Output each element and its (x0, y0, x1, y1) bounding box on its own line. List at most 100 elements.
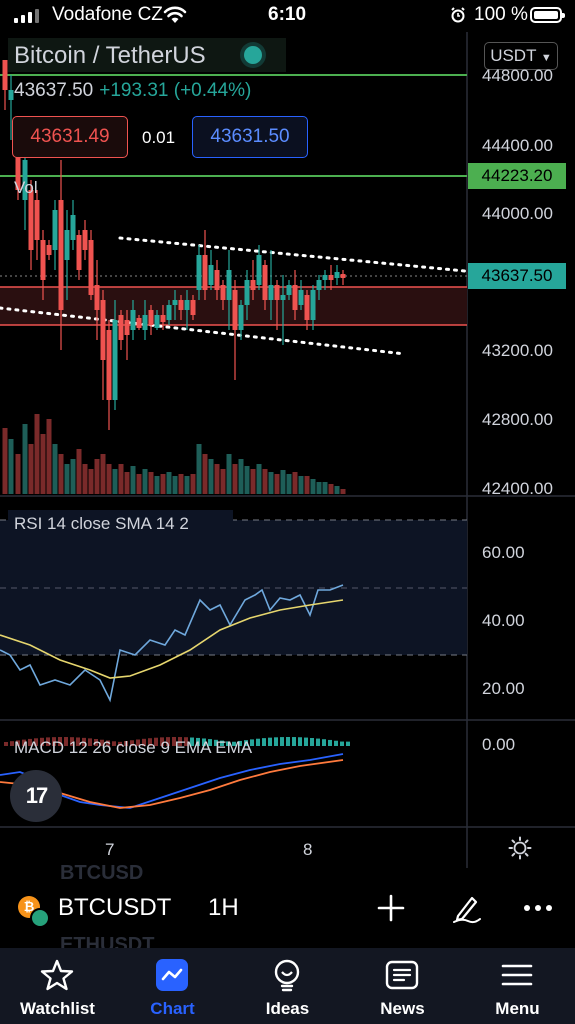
tab-label: Ideas (265, 999, 310, 1018)
candle-body (268, 285, 274, 300)
volume-bar (196, 444, 202, 494)
ghost-symbol-above: BTCUSD (60, 862, 144, 884)
tradingview-logo-icon[interactable]: 17 (10, 770, 62, 822)
candle-body (286, 285, 292, 295)
macd-histogram-bar (340, 741, 344, 746)
candle-body (250, 280, 256, 290)
price-axis-label: 43200.00 (482, 341, 553, 360)
candle-body (28, 190, 34, 250)
chevron-down-icon: ▼ (540, 52, 552, 64)
rsi-axis-label: 40.00 (482, 611, 525, 630)
volume-bar (28, 444, 34, 494)
volume-bar (64, 464, 70, 494)
macd-histogram-bar (94, 739, 98, 746)
macd-histogram-bar (196, 737, 200, 746)
rsi-line (0, 584, 344, 703)
battery-percent: 100 % (474, 4, 528, 25)
price-chart[interactable] (0, 32, 575, 868)
more-icon[interactable] (522, 892, 554, 924)
alert-price-tag[interactable]: 44223.20 (468, 163, 566, 189)
candle-body (328, 275, 334, 280)
macd-label[interactable]: MACD 12 26 close 9 EMA EMA (14, 738, 253, 757)
candle-body (15, 150, 21, 190)
candle-body (154, 315, 160, 328)
tab-ideas[interactable]: Ideas (230, 948, 345, 1024)
macd-histogram (4, 737, 350, 746)
pen-icon[interactable] (450, 892, 482, 924)
macd-histogram-bar (22, 739, 26, 746)
macd-histogram-bar (16, 740, 20, 746)
volume-bar (274, 474, 280, 494)
macd-histogram-bar (244, 740, 248, 746)
tab-news[interactable]: News (345, 948, 460, 1024)
candle-body (2, 60, 8, 90)
volume-bar (15, 454, 21, 494)
volume-bar (334, 486, 340, 494)
chart-title-bg (8, 38, 286, 72)
candle-body (8, 90, 14, 100)
volume-bar (190, 474, 196, 494)
rsi-label[interactable]: RSI 14 close SMA 14 2 (14, 514, 189, 533)
volume-bar (184, 476, 190, 494)
macd-histogram-bar (304, 737, 308, 746)
candle-body (334, 272, 340, 278)
volume-bar (8, 439, 14, 494)
macd-histogram-bar (220, 740, 224, 746)
buy-button[interactable]: 43631.50 (192, 116, 308, 158)
price-axis-label: 44000.00 (482, 204, 553, 223)
volume-bar (328, 484, 334, 494)
volume-bar (268, 472, 274, 494)
macd-histogram-bar (52, 737, 56, 746)
macd-histogram-bar (166, 737, 170, 746)
volume-bar (100, 454, 106, 494)
settings-icon[interactable] (508, 836, 532, 860)
volume-bar (244, 466, 250, 494)
candle-body (304, 295, 310, 320)
macd-histogram-bar (130, 740, 134, 746)
macd-histogram-bar (184, 737, 188, 746)
macd-histogram-bar (46, 737, 50, 746)
macd-histogram-bar (124, 741, 128, 746)
clock: 6:10 (268, 4, 307, 25)
volume-bar (130, 466, 136, 494)
volume-bar (304, 476, 310, 494)
price-axis-label: 42800.00 (482, 410, 553, 429)
symbol-title[interactable]: Bitcoin / TetherUS (14, 42, 206, 69)
rsi-ma-line (0, 599, 344, 679)
tab-watchlist[interactable]: Watchlist (0, 948, 115, 1024)
macd-histogram-bar (142, 738, 146, 746)
candle-body (220, 285, 226, 300)
volume-bar (178, 474, 184, 494)
macd-histogram-bar (178, 737, 182, 746)
candle-body (22, 160, 28, 200)
candle-body (196, 255, 202, 290)
interval-selector[interactable]: 1H (208, 894, 239, 921)
rsi-axis-label: 60.00 (482, 543, 525, 562)
tab-menu[interactable]: Menu (460, 948, 575, 1024)
volume-bar (124, 472, 130, 494)
macd-histogram-bar (280, 737, 284, 746)
volume-bar (160, 474, 166, 494)
chart-icon (156, 959, 188, 991)
macd-histogram-bar (298, 737, 302, 746)
candle-body (64, 230, 70, 260)
macd-histogram-bar (226, 741, 230, 746)
news-icon (385, 960, 419, 990)
sell-button[interactable]: 43631.49 (12, 116, 128, 158)
plus-icon[interactable] (375, 892, 407, 924)
candle-body (340, 274, 346, 278)
macd-histogram-bar (286, 737, 290, 746)
tab-chart[interactable]: Chart (115, 948, 230, 1024)
candle-body (58, 200, 64, 310)
candle-body (256, 255, 262, 285)
currency-selector[interactable]: USDT ▼ (484, 42, 558, 70)
symbol-selector[interactable]: BTCUSDT (58, 894, 172, 921)
time-axis-label: 8 (303, 840, 313, 859)
macd-histogram-bar (322, 739, 326, 746)
candle-body (262, 265, 268, 300)
candle-body (232, 290, 238, 330)
time-axis-label: 7 (105, 840, 115, 859)
volume-bar (256, 464, 262, 494)
menu-icon (501, 964, 533, 986)
volume-bar (262, 469, 268, 494)
